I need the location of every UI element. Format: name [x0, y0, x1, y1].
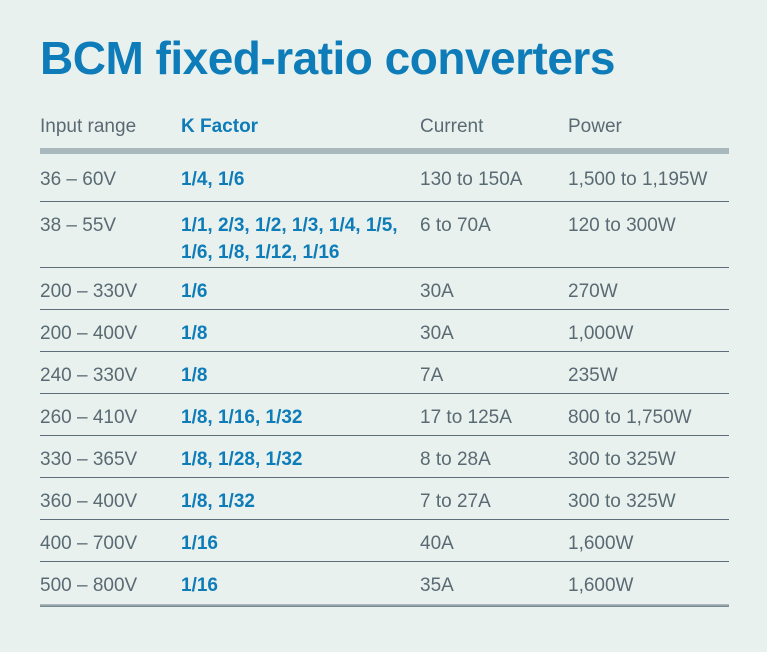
input-range-value: 36 – 60V: [40, 168, 117, 190]
input-range-value: 240 – 330V: [40, 364, 138, 386]
k-factor-value: 1/6: [181, 280, 208, 302]
column-header-input-range: Input range: [40, 115, 137, 137]
current-value: 8 to 28A: [420, 448, 491, 470]
current-value: 30A: [420, 322, 454, 344]
k-factor-value: 1/16: [181, 532, 218, 554]
table-row: 260 – 410V 1/8, 1/16, 1/32 17 to 125A 80…: [40, 394, 729, 436]
table-row: 200 – 330V 1/6 30A 270W: [40, 268, 729, 310]
column-header-current: Current: [420, 115, 484, 137]
table-row: 400 – 700V 1/16 40A 1,600W: [40, 520, 729, 562]
current-value: 30A: [420, 280, 454, 302]
column-header-power: Power: [568, 115, 622, 137]
power-value: 300 to 325W: [568, 448, 676, 470]
input-range-value: 200 – 400V: [40, 322, 138, 344]
power-value: 235W: [568, 364, 618, 386]
input-range-value: 500 – 800V: [40, 574, 138, 596]
k-factor-value: 1/8, 1/28, 1/32: [181, 448, 303, 470]
table-row: 360 – 400V 1/8, 1/32 7 to 27A 300 to 325…: [40, 478, 729, 520]
input-range-value: 400 – 700V: [40, 532, 138, 554]
current-value: 6 to 70A: [420, 214, 491, 236]
power-value: 1,600W: [568, 574, 634, 596]
k-factor-value: 1/4, 1/6: [181, 168, 245, 190]
k-factor-value: 1/16: [181, 574, 218, 596]
k-factor-value: 1/8, 1/16, 1/32: [181, 406, 303, 428]
input-range-value: 360 – 400V: [40, 490, 138, 512]
input-range-value: 330 – 365V: [40, 448, 138, 470]
current-value: 7 to 27A: [420, 490, 491, 512]
column-header-k-factor: K Factor: [181, 115, 259, 137]
k-factor-value: 1/8: [181, 322, 208, 344]
input-range-value: 38 – 55V: [40, 214, 117, 236]
current-value: 40A: [420, 532, 454, 554]
power-value: 1,000W: [568, 322, 634, 344]
power-value: 800 to 1,750W: [568, 406, 692, 428]
table-row: 330 – 365V 1/8, 1/28, 1/32 8 to 28A 300 …: [40, 436, 729, 478]
k-factor-value: 1/1, 2/3, 1/2, 1/3, 1/4, 1/5, 1/6, 1/8, …: [181, 214, 398, 264]
table-row: 500 – 800V 1/16 35A 1,600W: [40, 562, 729, 604]
current-value: 130 to 150A: [420, 168, 523, 190]
table-row: 38 – 55V 1/1, 2/3, 1/2, 1/3, 1/4, 1/5, 1…: [40, 202, 729, 268]
converter-table: Input range K Factor Current Power 36 – …: [40, 116, 729, 607]
k-factor-value: 1/8, 1/32: [181, 490, 255, 512]
header-divider-bar: [40, 147, 729, 154]
k-factor-value: 1/8: [181, 364, 208, 386]
input-range-value: 260 – 410V: [40, 406, 138, 428]
current-value: 7A: [420, 364, 444, 386]
power-value: 1,600W: [568, 532, 634, 554]
table-row: 200 – 400V 1/8 30A 1,000W: [40, 310, 729, 352]
power-value: 300 to 325W: [568, 490, 676, 512]
power-value: 120 to 300W: [568, 214, 676, 236]
table-header-row: Input range K Factor Current Power: [40, 116, 729, 148]
input-range-value: 200 – 330V: [40, 280, 138, 302]
power-value: 1,500 to 1,195W: [568, 168, 708, 190]
current-value: 35A: [420, 574, 454, 596]
table-row: 240 – 330V 1/8 7A 235W: [40, 352, 729, 394]
page-title: BCM fixed-ratio converters: [40, 32, 615, 84]
table-row: 36 – 60V 1/4, 1/6 130 to 150A 1,500 to 1…: [40, 154, 729, 202]
table-bottom-border: [40, 603, 729, 607]
current-value: 17 to 125A: [420, 406, 512, 428]
power-value: 270W: [568, 280, 618, 302]
